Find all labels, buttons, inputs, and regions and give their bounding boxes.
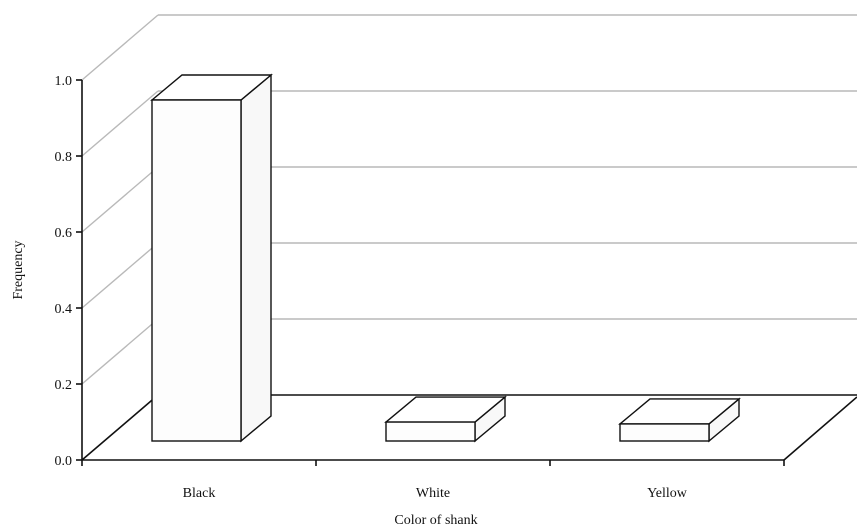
y-tick-label: 0.6 bbox=[55, 226, 73, 241]
x-tick-label: Black bbox=[183, 486, 216, 501]
y-tick-label: 0.4 bbox=[55, 302, 73, 317]
axis-layer bbox=[76, 79, 857, 466]
bars-layer bbox=[150, 73, 741, 443]
y-axis-title: Frequency bbox=[11, 240, 26, 299]
grid-line-diagonal bbox=[81, 318, 159, 385]
grid-line-diagonal bbox=[81, 14, 159, 81]
x-tick-label: Yellow bbox=[647, 486, 688, 501]
x-tick-label: White bbox=[416, 486, 450, 501]
y-tick-label: 1.0 bbox=[55, 74, 73, 89]
grid-line-diagonal bbox=[81, 166, 159, 233]
grid-line-diagonal bbox=[81, 242, 159, 309]
bar-yellow bbox=[619, 423, 710, 442]
y-tick-label: 0.0 bbox=[55, 454, 73, 469]
y-tick-label: 0.8 bbox=[55, 150, 73, 165]
y-tick-label: 0.2 bbox=[55, 378, 73, 393]
labels-layer: 0.0 0.2 0.4 0.6 0.8 1.0 Black White Yellow bbox=[55, 74, 688, 501]
x-axis-title: Color of shank bbox=[394, 513, 477, 528]
grid-layer bbox=[81, 14, 857, 385]
floor-left-edge bbox=[81, 394, 159, 461]
floor-right-edge bbox=[783, 396, 857, 461]
bar-white bbox=[385, 421, 476, 442]
grid-line-diagonal bbox=[81, 90, 159, 157]
bar-side-face bbox=[240, 73, 272, 443]
bar-black bbox=[151, 99, 242, 442]
